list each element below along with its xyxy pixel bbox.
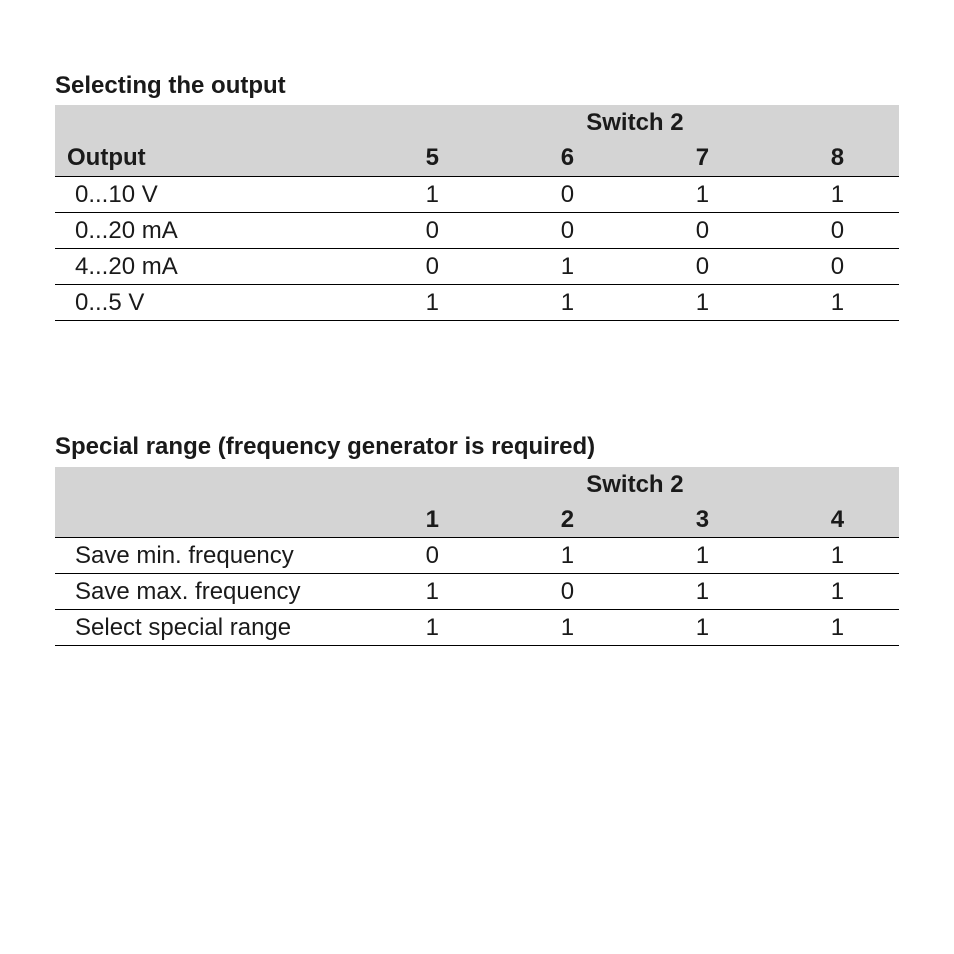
table1-row0-v1: 0 — [494, 176, 629, 212]
table1-row1-v3: 0 — [764, 212, 899, 248]
table1-row2-v1: 1 — [494, 248, 629, 284]
table1-row3-v3: 1 — [764, 285, 899, 321]
table2-switch-row: Switch 2 — [55, 467, 899, 502]
table2-col-0: 1 — [359, 502, 494, 538]
table1-row2-v0: 0 — [359, 248, 494, 284]
table1-row3-v2: 1 — [629, 285, 764, 321]
table-row: Save min. frequency 0 1 1 1 — [55, 537, 899, 573]
table2-row1-v2: 1 — [629, 574, 764, 610]
table1-switch-label: Switch 2 — [359, 105, 899, 140]
table1-row1-v0: 0 — [359, 212, 494, 248]
table-row: 4...20 mA 0 1 0 0 — [55, 248, 899, 284]
table-row: 0...10 V 1 0 1 1 — [55, 176, 899, 212]
table1-col-0: 5 — [359, 140, 494, 176]
table-row: Select special range 1 1 1 1 — [55, 610, 899, 646]
table1-row3-label: 0...5 V — [55, 285, 359, 321]
table2-row2-v3: 1 — [764, 610, 899, 646]
table1-row0-label: 0...10 V — [55, 176, 359, 212]
table2-row2-v1: 1 — [494, 610, 629, 646]
table1-row3-v1: 1 — [494, 285, 629, 321]
table1: Switch 2 Output 5 6 7 8 0...10 V 1 0 1 1… — [55, 105, 899, 321]
table2-row0-v0: 0 — [359, 537, 494, 573]
table1-col-header-row: Output 5 6 7 8 — [55, 140, 899, 176]
table2-row1-v0: 1 — [359, 574, 494, 610]
table2-row2-v2: 1 — [629, 610, 764, 646]
table1-row3-v0: 1 — [359, 285, 494, 321]
table2-row2-label: Select special range — [55, 610, 359, 646]
table1-row1-v1: 0 — [494, 212, 629, 248]
table2-col-1: 2 — [494, 502, 629, 538]
table-row: 0...20 mA 0 0 0 0 — [55, 212, 899, 248]
table1-col-1: 6 — [494, 140, 629, 176]
table2-row1-label: Save max. frequency — [55, 574, 359, 610]
table2-row0-v3: 1 — [764, 537, 899, 573]
table2: Switch 2 1 2 3 4 Save min. frequency 0 1… — [55, 467, 899, 647]
table2-row0-v1: 1 — [494, 537, 629, 573]
table-row: 0...5 V 1 1 1 1 — [55, 285, 899, 321]
table1-row0-v3: 1 — [764, 176, 899, 212]
table1-row0-v2: 1 — [629, 176, 764, 212]
table1-row2-v2: 0 — [629, 248, 764, 284]
table2-row2-v0: 1 — [359, 610, 494, 646]
table1-row2-label: 4...20 mA — [55, 248, 359, 284]
table2-switch-label: Switch 2 — [359, 467, 899, 502]
table2-col-2: 3 — [629, 502, 764, 538]
table2-row1-v3: 1 — [764, 574, 899, 610]
table2-col-header-row: 1 2 3 4 — [55, 502, 899, 538]
table2-title: Special range (frequency generator is re… — [55, 431, 899, 462]
table1-row1-label: 0...20 mA — [55, 212, 359, 248]
table1-col-3: 8 — [764, 140, 899, 176]
table2-row0-label: Save min. frequency — [55, 537, 359, 573]
table-row: Save max. frequency 1 0 1 1 — [55, 574, 899, 610]
table1-row1-v2: 0 — [629, 212, 764, 248]
table1-title: Selecting the output — [55, 70, 899, 101]
table2-col-3: 4 — [764, 502, 899, 538]
table1-row2-v3: 0 — [764, 248, 899, 284]
table1-col-2: 7 — [629, 140, 764, 176]
table1-switch-row: Switch 2 — [55, 105, 899, 140]
table1-rowheader-label: Output — [55, 140, 359, 176]
table1-row0-v0: 1 — [359, 176, 494, 212]
table2-row0-v2: 1 — [629, 537, 764, 573]
table2-row1-v1: 0 — [494, 574, 629, 610]
table2-rowheader-label — [55, 502, 359, 538]
